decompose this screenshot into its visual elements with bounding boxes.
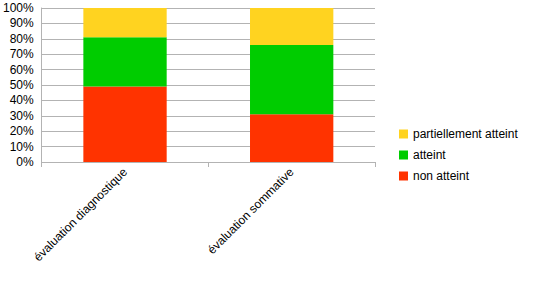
svg-text:partiellement atteint: partiellement atteint <box>413 127 518 141</box>
svg-text:100%: 100% <box>3 1 34 15</box>
svg-text:90%: 90% <box>10 16 34 30</box>
svg-text:30%: 30% <box>10 109 34 123</box>
svg-text:0%: 0% <box>16 155 34 169</box>
svg-text:non atteint: non atteint <box>413 169 470 183</box>
svg-text:80%: 80% <box>10 32 34 46</box>
svg-text:évaluation sommative: évaluation sommative <box>205 165 297 257</box>
svg-text:40%: 40% <box>10 93 34 107</box>
svg-text:10%: 10% <box>10 140 34 154</box>
svg-text:20%: 20% <box>10 124 34 138</box>
svg-text:50%: 50% <box>10 78 34 92</box>
svg-text:évaluation diagnostique: évaluation diagnostique <box>31 165 130 264</box>
svg-text:60%: 60% <box>10 63 34 77</box>
svg-text:70%: 70% <box>10 47 34 61</box>
svg-text:atteint: atteint <box>413 148 446 162</box>
